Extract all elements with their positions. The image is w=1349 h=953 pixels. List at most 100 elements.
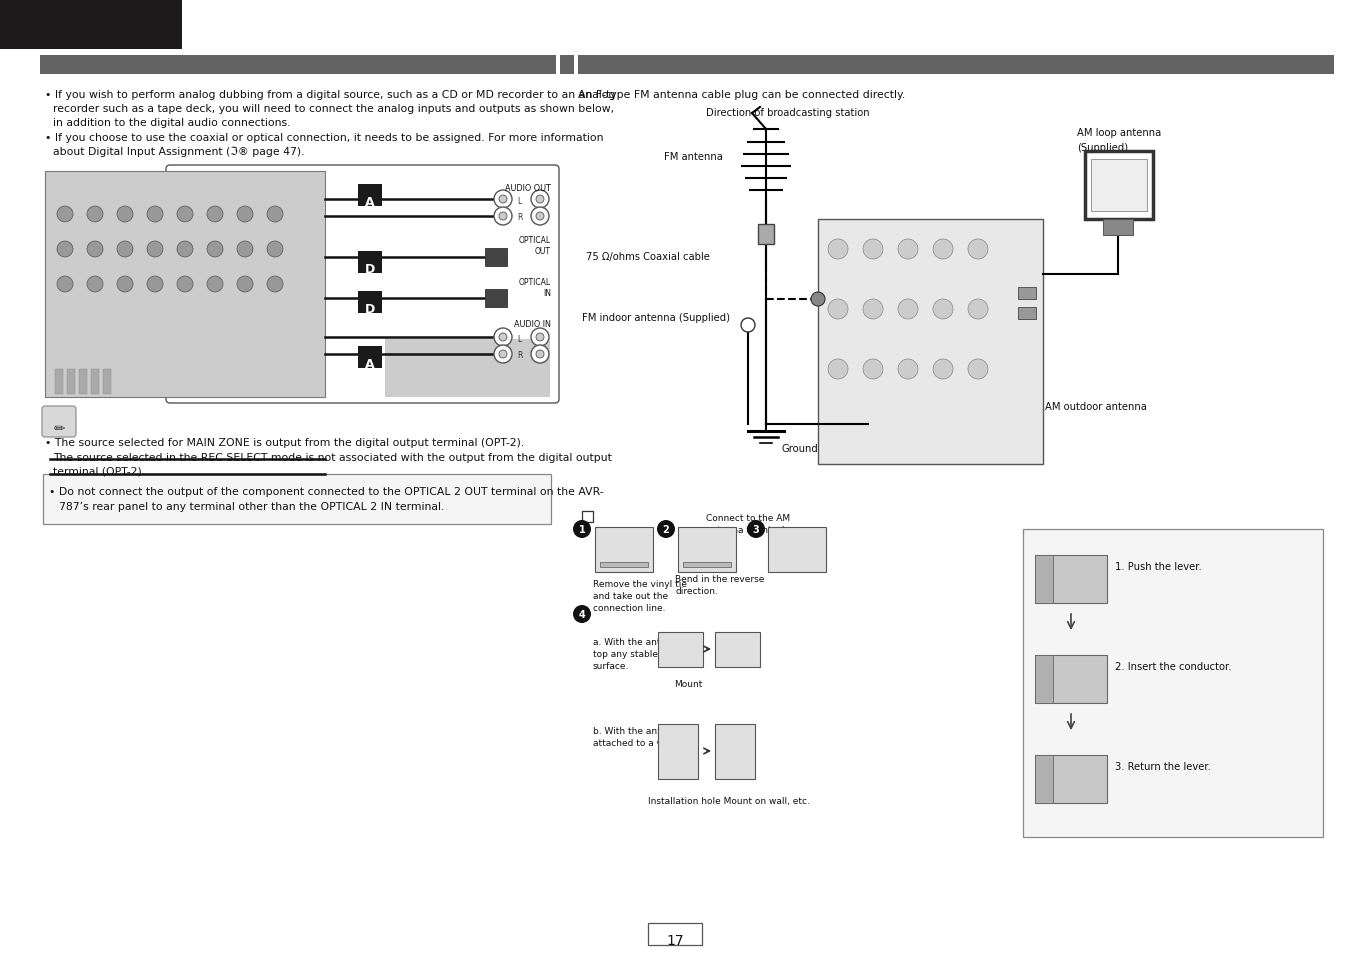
Circle shape: [86, 242, 103, 257]
Text: AUDIO OUT: AUDIO OUT: [505, 184, 550, 193]
Bar: [1091, 160, 1147, 212]
Circle shape: [499, 195, 507, 204]
Circle shape: [536, 213, 544, 221]
Circle shape: [177, 207, 193, 223]
Circle shape: [828, 359, 849, 379]
Text: 1: 1: [579, 524, 585, 535]
Text: Remove the vinyl tie: Remove the vinyl tie: [594, 579, 687, 588]
Text: antenna terminals.: antenna terminals.: [706, 525, 792, 535]
Bar: [90, 370, 98, 395]
Bar: [1103, 220, 1133, 235]
Bar: [595, 527, 653, 573]
Circle shape: [117, 242, 134, 257]
Circle shape: [811, 293, 826, 307]
Text: D: D: [364, 263, 375, 275]
Text: The source selected in the REC SELECT mode is not associated with the output fro: The source selected in the REC SELECT mo…: [53, 453, 612, 462]
Bar: [658, 724, 697, 780]
Text: • If you wish to perform analog dubbing from a digital source, such as a CD or M: • If you wish to perform analog dubbing …: [45, 90, 615, 100]
Bar: [648, 923, 701, 945]
Circle shape: [267, 207, 283, 223]
Bar: [80, 370, 86, 395]
Circle shape: [237, 207, 254, 223]
Text: about Digital Input Assignment (ℑ® page 47).: about Digital Input Assignment (ℑ® page …: [53, 147, 305, 157]
Bar: [486, 249, 507, 267]
Bar: [1035, 656, 1108, 703]
Bar: [1035, 556, 1054, 603]
Circle shape: [969, 359, 987, 379]
Circle shape: [237, 242, 254, 257]
Circle shape: [117, 207, 134, 223]
Bar: [768, 527, 826, 573]
Circle shape: [532, 208, 549, 226]
Circle shape: [573, 605, 591, 623]
Text: 1. Push the lever.: 1. Push the lever.: [1116, 561, 1202, 572]
Circle shape: [206, 276, 223, 293]
Circle shape: [57, 242, 73, 257]
Bar: [1035, 656, 1054, 703]
Circle shape: [532, 329, 549, 347]
Bar: [486, 290, 507, 308]
Circle shape: [747, 520, 765, 538]
Bar: [577, 56, 1334, 75]
Text: Bend in the reverse: Bend in the reverse: [674, 575, 765, 583]
Circle shape: [536, 195, 544, 204]
Bar: [1018, 288, 1036, 299]
Text: R: R: [517, 351, 522, 360]
Text: A: A: [366, 357, 375, 371]
Bar: [758, 225, 774, 245]
Circle shape: [57, 276, 73, 293]
Circle shape: [494, 346, 513, 364]
Bar: [40, 56, 556, 75]
Bar: [1023, 530, 1323, 837]
Circle shape: [177, 242, 193, 257]
Circle shape: [863, 359, 884, 379]
Circle shape: [536, 351, 544, 358]
Text: connection line.: connection line.: [594, 603, 665, 613]
Text: FM indoor antenna (Supplied): FM indoor antenna (Supplied): [581, 313, 730, 323]
Text: L: L: [517, 196, 521, 205]
Text: direction.: direction.: [674, 586, 718, 596]
Circle shape: [934, 299, 952, 319]
Circle shape: [934, 359, 952, 379]
Bar: [0, 0, 182, 50]
Bar: [679, 527, 737, 573]
Circle shape: [828, 299, 849, 319]
Text: 3: 3: [753, 524, 759, 535]
FancyBboxPatch shape: [166, 166, 558, 403]
Circle shape: [863, 240, 884, 260]
Circle shape: [828, 240, 849, 260]
Text: 17: 17: [666, 933, 684, 947]
Text: AUDIO IN: AUDIO IN: [514, 319, 550, 329]
Circle shape: [86, 207, 103, 223]
Bar: [45, 172, 325, 397]
Text: Connect to the AM: Connect to the AM: [706, 514, 791, 522]
Text: ✏: ✏: [53, 421, 65, 436]
Circle shape: [536, 334, 544, 341]
Text: (Supplied): (Supplied): [1077, 143, 1128, 152]
Bar: [103, 370, 111, 395]
Bar: [67, 370, 76, 395]
Text: and take out the: and take out the: [594, 592, 668, 600]
Text: R: R: [517, 213, 522, 222]
FancyBboxPatch shape: [42, 407, 76, 437]
Bar: [357, 347, 382, 369]
Text: recorder such as a tape deck, you will need to connect the analog inputs and out: recorder such as a tape deck, you will n…: [53, 104, 614, 113]
Circle shape: [206, 242, 223, 257]
Text: • The source selected for MAIN ZONE is output from the digital output terminal (: • The source selected for MAIN ZONE is o…: [45, 437, 525, 448]
Bar: [357, 252, 382, 274]
Circle shape: [898, 359, 919, 379]
Bar: [715, 633, 759, 667]
Circle shape: [206, 207, 223, 223]
Text: OPTICAL: OPTICAL: [519, 235, 550, 245]
Bar: [1035, 755, 1054, 803]
Circle shape: [267, 276, 283, 293]
Circle shape: [863, 299, 884, 319]
Circle shape: [117, 276, 134, 293]
Text: D: D: [364, 303, 375, 315]
Circle shape: [741, 318, 755, 333]
Text: Mount: Mount: [674, 679, 703, 688]
Bar: [1085, 152, 1153, 220]
Text: • Do not connect the output of the component connected to the OPTICAL 2 OUT term: • Do not connect the output of the compo…: [49, 486, 603, 497]
Text: 3. Return the lever.: 3. Return the lever.: [1116, 761, 1211, 771]
Text: Ground: Ground: [782, 443, 819, 454]
